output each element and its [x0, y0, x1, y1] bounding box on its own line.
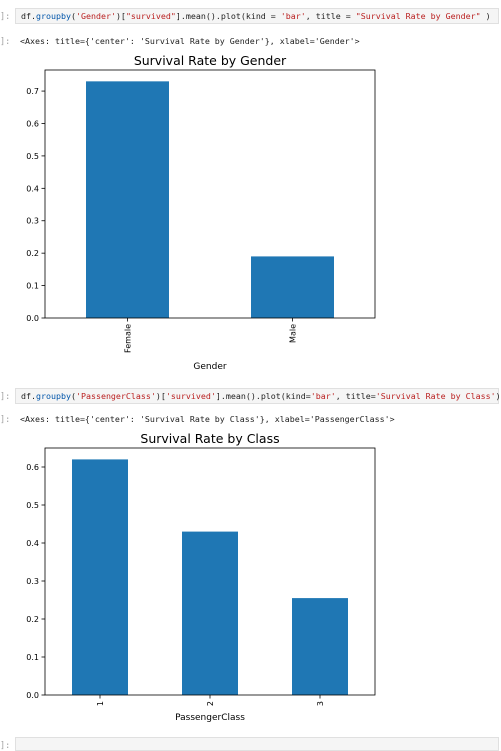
y-tick-label: 0.0	[26, 314, 39, 323]
x-axis-label: Gender	[193, 362, 226, 372]
code-token: (	[70, 11, 76, 21]
y-tick-label: 0.3	[26, 217, 39, 226]
cell-input-prompt: ]:	[0, 392, 11, 402]
bar-2	[182, 531, 238, 695]
code-token: 'PassengerClass'	[75, 391, 156, 401]
chart-title: Survival Rate by Gender	[134, 53, 287, 68]
code-cell[interactable]: df.groupby('Gender')["survived"].mean().…	[15, 8, 499, 24]
code-token: )	[480, 11, 491, 21]
x-tick-label: 2	[206, 701, 215, 706]
y-tick-label: 0.3	[26, 577, 39, 586]
code-token: groupby	[36, 391, 71, 401]
code-token: , title=	[335, 391, 376, 401]
bar-3	[292, 598, 348, 695]
axes-frame	[44, 69, 376, 319]
code-token: ].mean().plot(kind=	[215, 391, 311, 401]
code-line: df.groupby('Gender')["survived"].mean().…	[21, 11, 491, 21]
code-cell[interactable]: df.groupby('PassengerClass')['survived']…	[15, 388, 501, 404]
bar-female	[86, 81, 169, 318]
cell-output-text: <Axes: title={'center': 'Survival Rate b…	[20, 414, 395, 424]
code-line: df.groupby('PassengerClass')['survived']…	[21, 391, 501, 401]
y-tick-label: 0.2	[26, 249, 39, 258]
bar-male	[251, 256, 334, 318]
x-tick-label: 1	[96, 701, 105, 706]
cell-output-text: <Axes: title={'center': 'Survival Rate b…	[20, 36, 360, 46]
code-token: 'bar'	[280, 11, 306, 21]
code-token: groupby	[36, 11, 71, 21]
bar-chart-class: Survival Rate by Class 0.0 0.1 0.2 0.3 0.4 0.5…	[26, 431, 376, 723]
x-tick-label: 3	[316, 701, 325, 706]
code-token: )[	[115, 11, 126, 21]
code-cell-empty[interactable]	[15, 737, 499, 751]
code-token: 'bar'	[310, 391, 336, 401]
bar-1	[72, 459, 128, 695]
code-token: )	[495, 391, 501, 401]
cell-input-prompt: ]:	[0, 741, 11, 751]
code-token: 'Survival Rate by Class'	[375, 391, 496, 401]
x-tick-label: Male	[289, 324, 298, 343]
y-tick-label: 0.2	[26, 615, 39, 624]
x-axis-label: PassengerClass	[175, 713, 245, 723]
code-token: "Survival Rate by Gender"	[355, 11, 481, 21]
code-token: 'Gender'	[75, 11, 116, 21]
code-token: df.	[21, 11, 36, 21]
y-tick-label: 0.5	[26, 152, 39, 161]
y-tick-label: 0.7	[26, 87, 39, 96]
code-token: )[	[155, 391, 166, 401]
x-tick-label: Female	[124, 324, 133, 353]
code-token: ].mean().plot(kind =	[175, 11, 281, 21]
code-token: (	[70, 391, 76, 401]
y-tick-label: 0.5	[26, 501, 39, 510]
y-tick-label: 0.0	[26, 691, 39, 700]
y-tick-label: 0.6	[26, 119, 39, 128]
cell-output-prompt: ]:	[0, 37, 11, 47]
y-tick-label: 0.1	[26, 653, 39, 662]
cell-input-prompt: ]:	[0, 12, 11, 22]
y-tick-label: 0.1	[26, 282, 39, 291]
code-token: "survived"	[125, 11, 176, 21]
code-token: df.	[21, 391, 36, 401]
y-tick-label: 0.6	[26, 463, 39, 472]
code-token: , title =	[305, 11, 356, 21]
cell-output-prompt: ]:	[0, 415, 11, 425]
code-token: 'survived'	[165, 391, 216, 401]
y-tick-label: 0.4	[26, 539, 39, 548]
chart-title: Survival Rate by Class	[140, 431, 279, 446]
bar-chart-gender: Survival Rate by Gender 0.0 0.1 0.2 0.3 0.4 0.…	[26, 53, 376, 372]
y-tick-label: 0.4	[26, 184, 39, 193]
